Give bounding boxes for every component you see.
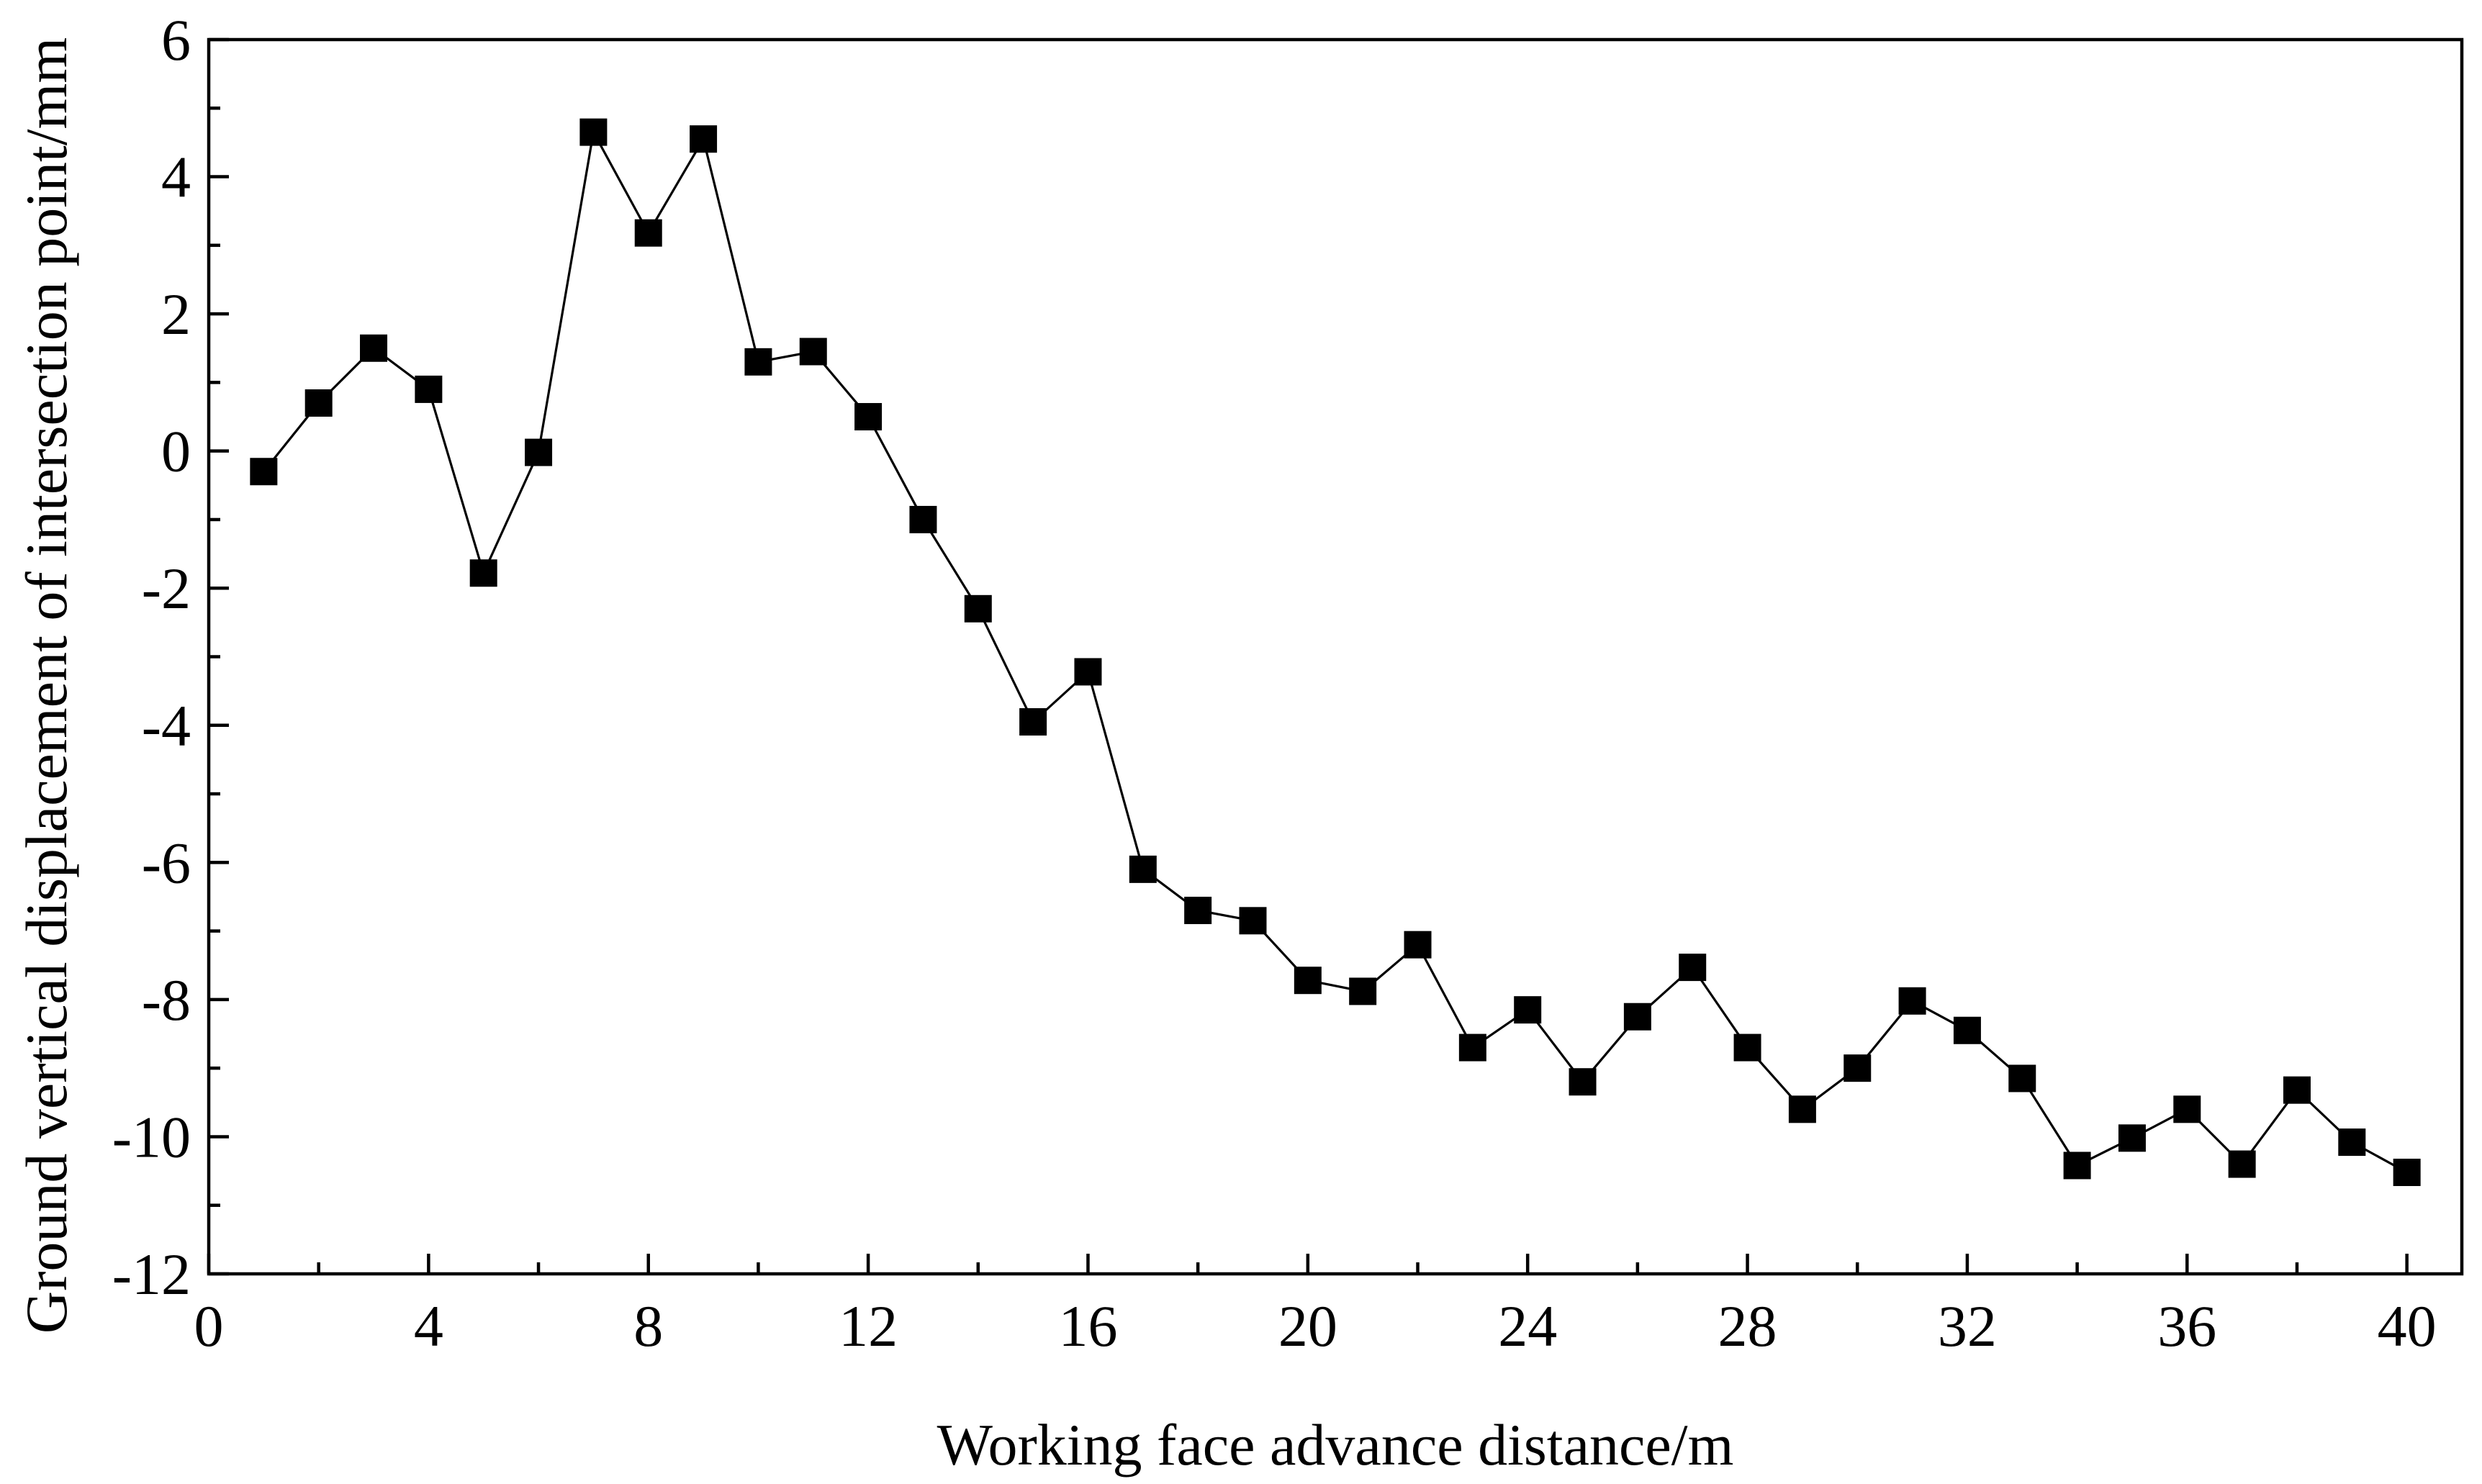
y-tick-label: 4 [161,145,191,210]
data-point-marker [1239,907,1267,935]
data-point-marker [1404,931,1432,959]
data-point-marker [579,118,608,146]
y-tick-label: -12 [112,1241,191,1307]
data-point-marker [1623,1003,1651,1031]
data-point-marker [2228,1150,2256,1178]
data-point-marker [250,458,278,486]
data-point-marker [1844,1054,1872,1082]
x-tick-label: 32 [1938,1293,1997,1359]
data-point-marker [690,125,718,153]
data-point-marker [1953,1016,1981,1044]
data-point-marker [2393,1158,2421,1186]
plot-frame [207,37,2464,1276]
minor-ticks [209,107,2299,1274]
data-point-marker [2008,1064,2036,1092]
data-point-marker [1349,977,1377,1005]
y-axis-title: Ground vertical displacement of intersec… [14,37,79,1334]
x-tick-label: 4 [414,1293,443,1359]
data-point-marker [964,594,992,623]
data-point-marker [1569,1068,1597,1096]
x-tick-label: 8 [633,1293,663,1359]
x-axis-title: Working face advance distance/m [937,1412,1734,1478]
data-point-marker [2118,1124,2146,1152]
x-tick-label: 28 [1718,1293,1777,1359]
y-tick-labels: 6 4 2 0 -2 -4 -6 -8 -10 -12 [112,7,191,1307]
y-tick-label: -6 [142,830,191,895]
x-tick-label: 0 [194,1293,224,1359]
y-tick-label: -2 [142,556,191,621]
y-tick-label: -4 [142,693,191,759]
data-point-marker [909,505,937,533]
data-point-marker [469,559,497,587]
data-point-marker [1514,996,1542,1024]
data-point-marker [1679,954,1707,982]
data-point-marker [304,389,333,417]
data-point-marker [1898,987,1926,1015]
data-point-marker [1074,658,1102,686]
y-tick-label: 6 [161,7,191,73]
x-tick-labels: 0 4 8 12 16 20 24 28 32 36 40 [194,1293,2437,1359]
x-tick-label: 36 [2157,1293,2216,1359]
major-ticks [207,37,2409,1276]
data-point-marker [2338,1128,2366,1157]
series-line [263,128,2408,1174]
data-point-marker [2063,1152,2091,1180]
data-point-marker [1458,1033,1486,1062]
x-tick-label: 16 [1058,1293,1117,1359]
data-point-marker [1294,967,1322,995]
data-point-marker [1733,1033,1761,1062]
data-point-marker [634,219,662,247]
data-point-marker [2283,1076,2311,1104]
data-point-marker [1019,708,1047,736]
series-markers [250,118,2421,1186]
x-tick-label: 20 [1278,1293,1337,1359]
y-tick-label: -10 [112,1104,191,1169]
data-point-marker [799,338,827,366]
y-tick-label: -8 [142,967,191,1033]
y-tick-label: 2 [161,281,191,347]
y-tick-label: 0 [161,419,191,484]
data-point-marker [1788,1095,1816,1123]
x-tick-label: 12 [839,1293,898,1359]
data-point-marker [2173,1095,2201,1123]
data-point-marker [360,334,388,362]
x-tick-label: 24 [1498,1293,1557,1359]
data-point-marker [1129,855,1157,883]
data-point-marker [415,375,443,403]
data-point-marker [744,348,772,376]
data-point-marker [1184,897,1212,925]
data-point-marker [525,438,553,466]
data-point-marker [854,403,883,431]
x-tick-label: 40 [2378,1293,2437,1359]
